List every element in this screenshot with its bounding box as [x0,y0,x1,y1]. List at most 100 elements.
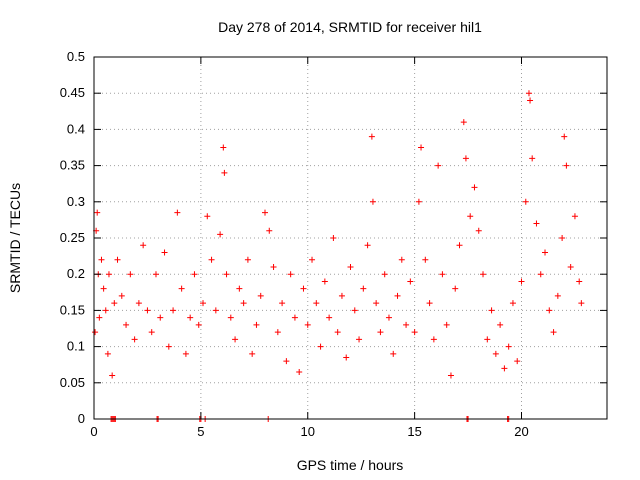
data-point [204,213,211,220]
data-point [195,321,202,328]
data-point [330,235,337,241]
data-point [221,169,228,176]
data-point [443,321,450,328]
x-axis-title: GPS time / hours [297,457,404,473]
data-points [92,90,585,422]
data-point [94,209,101,216]
data-point [326,314,333,321]
x-tick-label: 15 [407,424,421,439]
data-point [452,285,459,292]
data-point [571,213,578,220]
data-point [546,307,553,314]
data-point [212,307,219,314]
data-point [161,249,168,256]
data-point [118,292,125,299]
data-point [334,329,341,336]
data-point [529,155,536,162]
data-point [313,300,320,307]
data-point [148,329,155,336]
data-point [140,242,147,249]
y-tick-label: 0.2 [67,266,85,281]
data-point [144,307,151,314]
data-point [373,300,380,307]
data-point [104,350,111,357]
data-point [456,242,463,249]
y-axis-title: SRMTID / TECUs [7,183,23,293]
data-point [131,336,138,343]
data-point [415,198,422,205]
data-point [484,336,491,343]
data-point [525,90,532,97]
data-point [467,213,474,220]
data-point [403,321,410,328]
plot-frame [93,56,608,420]
x-tick-label: 0 [90,424,97,439]
data-point [98,256,105,263]
data-point [296,368,303,375]
data-point [447,372,454,379]
data-point [368,133,375,140]
data-point [152,271,159,278]
data-point [157,314,164,321]
data-point [300,285,307,292]
data-point [249,350,256,357]
data-point [480,271,487,278]
data-point [381,271,388,278]
data-point [253,321,260,328]
data-point [407,278,414,285]
data-point [385,314,392,321]
data-point [550,329,557,336]
data-point [109,372,116,379]
data-point [244,256,251,263]
data-point [127,271,134,278]
data-point [398,256,405,263]
data-point [492,350,499,357]
y-tick-label: 0.15 [60,302,85,317]
data-point [135,300,142,307]
data-point [266,227,273,234]
data-point [178,285,185,292]
data-point [578,300,585,307]
data-point [304,321,311,328]
data-point [262,209,268,216]
y-tick-label: 0.45 [60,85,85,100]
data-point [220,144,227,151]
y-tick-label: 0.5 [67,49,85,64]
data-point [390,350,397,357]
data-point [411,329,418,336]
data-point [527,97,534,104]
data-point [426,300,433,307]
data-point [542,249,549,256]
gridlines [94,57,607,419]
y-tick-label: 0.25 [60,230,85,245]
data-point [522,198,529,205]
y-tick-label: 0.4 [67,121,85,136]
x-tick-label: 20 [514,424,528,439]
data-point [165,343,172,350]
data-point [509,300,516,307]
data-point [462,155,469,162]
data-point [102,307,109,314]
data-point [343,354,350,361]
data-point [257,292,264,299]
data-point [563,162,570,169]
data-point [497,321,504,328]
data-point [279,300,286,307]
data-point [439,271,446,278]
data-point [191,271,198,278]
data-point [270,263,277,270]
data-point [377,329,384,336]
data-point [430,336,437,343]
data-point [576,278,583,285]
data-point [287,271,294,278]
y-tick-label: 0.35 [60,158,85,173]
data-point [236,285,243,292]
data-point [227,314,234,321]
data-point [356,336,363,343]
data-point [567,263,574,270]
data-point [187,314,194,321]
data-point [100,285,107,292]
data-point [561,133,568,140]
data-point [114,256,121,263]
data-point [309,256,316,263]
